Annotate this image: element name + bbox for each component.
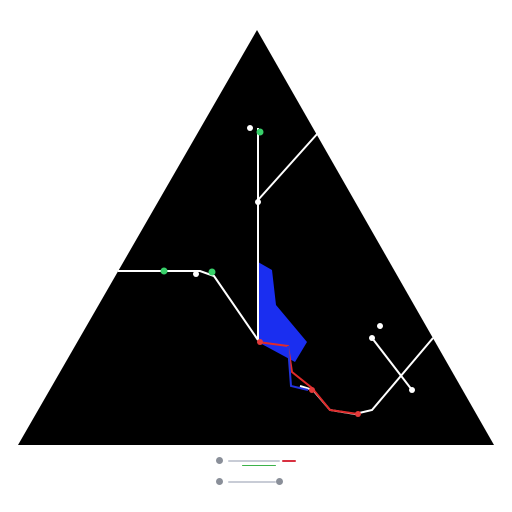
node-top-mid [255, 199, 261, 205]
legend-bar-gray-2 [228, 481, 276, 483]
node-red-1 [309, 387, 315, 393]
node-red-2 [355, 411, 361, 417]
node-right-bottom [409, 387, 415, 393]
node-top [247, 125, 253, 131]
legend-row-1 [212, 455, 312, 467]
node-right-mid [369, 335, 375, 341]
node-right-top [377, 323, 383, 329]
legend-bar-green [242, 465, 276, 466]
blue-area [258, 262, 307, 362]
route-line-top-diagonal [257, 132, 319, 201]
legend-bar-gray [228, 460, 280, 462]
route-line-right-branch [371, 337, 413, 391]
legend-bar-red [282, 460, 296, 462]
route-line-blue [287, 345, 309, 391]
route-line-left [118, 270, 259, 341]
node-left-white [193, 271, 199, 277]
node-left-green-2 [208, 268, 216, 276]
black-triangle [18, 30, 494, 445]
route-line-red [257, 341, 359, 415]
node-left-green-1 [160, 267, 168, 275]
node-center-red [257, 339, 263, 345]
settings-icon [276, 478, 283, 485]
legend-row-2 [212, 476, 312, 488]
gear-icon [216, 457, 223, 464]
node-top-green [256, 128, 264, 136]
gear-icon [216, 478, 223, 485]
